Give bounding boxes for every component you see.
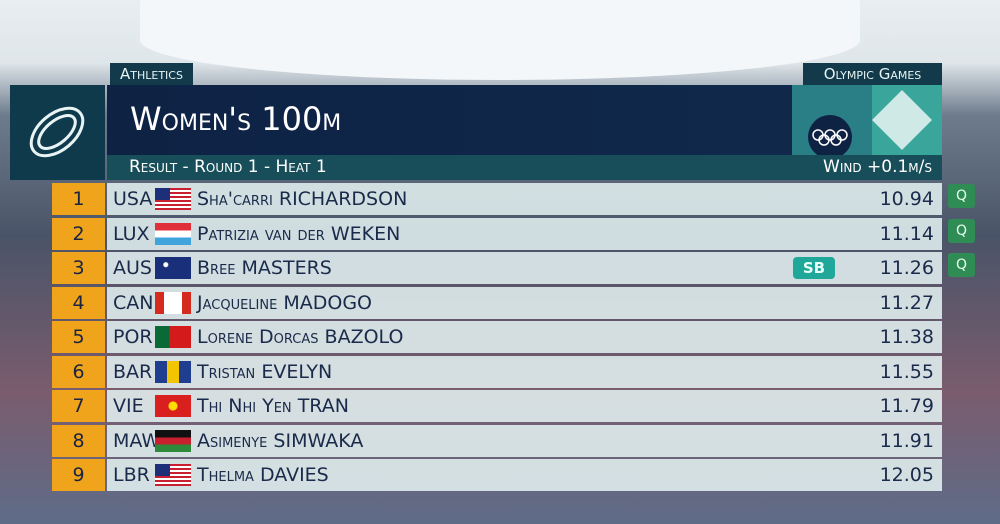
rank: 8 (52, 424, 105, 457)
country-code: LUX (113, 222, 150, 245)
athlete-name: Thelma DAVIES (197, 464, 329, 486)
rank: 2 (52, 217, 105, 250)
rank: 3 (52, 252, 105, 284)
athlete-name: Sha'carri RICHARDSON (197, 188, 408, 210)
country-code: AUS (113, 257, 152, 279)
flag (155, 360, 191, 383)
athlete-name: Bree MASTERS (197, 257, 332, 279)
sport-tab: Athletics (110, 63, 193, 85)
athlete-name: Asimenye SIMWAKA (197, 429, 364, 452)
flag-canton (155, 464, 170, 476)
country-code: CAN (113, 291, 154, 314)
athlete-name: Lorene Dorcas BAZOLO (197, 326, 404, 348)
flag-canton (155, 188, 170, 200)
time: 11.26 (879, 257, 934, 279)
flag (155, 464, 191, 486)
flag (155, 429, 191, 452)
result-row: MAW Asimenye SIMWAKA 11.91 (107, 424, 942, 457)
games-tab: Olympic Games (803, 63, 942, 85)
flag (155, 291, 191, 314)
qualified-badge: Q (948, 218, 975, 243)
flag (155, 395, 191, 417)
round: Result - Round 1 - Heat 1 (129, 157, 327, 177)
qualified-badge: Q (948, 184, 975, 208)
games-logo (792, 85, 942, 155)
country-code: BAR (113, 360, 153, 383)
time: 11.55 (879, 360, 934, 383)
time: 10.94 (879, 188, 934, 210)
season-best: SB (793, 257, 835, 279)
athlete-name: Tristan EVELYN (197, 360, 333, 383)
round-bar: Result - Round 1 - Heat 1 Wind +0.1m/s (107, 155, 942, 180)
rank: 4 (52, 286, 105, 319)
result-row: BAR Tristan EVELYN 11.55 (107, 355, 942, 388)
time: 11.14 (879, 222, 934, 245)
event-title: Women's 100m (130, 100, 342, 138)
background (140, 0, 860, 80)
result-row: LUX Patrizia van der WEKEN 11.14 (107, 217, 942, 250)
qualified-badge: Q (948, 253, 975, 277)
athlete-name: Jacqueline MADOGO (197, 291, 373, 314)
time: 11.79 (879, 395, 934, 417)
rank: 7 (52, 390, 105, 422)
result-row: LBR Thelma DAVIES 12.05 (107, 459, 942, 491)
time: 11.38 (879, 326, 934, 348)
country-code: USA (113, 188, 153, 210)
rank: 1 (52, 183, 105, 215)
country-code: VIE (113, 395, 144, 417)
flag (155, 257, 191, 279)
flag (155, 326, 191, 348)
result-row: CAN Jacqueline MADOGO 11.27 (107, 286, 942, 319)
rank: 5 (52, 321, 105, 353)
time: 11.91 (879, 429, 934, 452)
country-code: POR (113, 326, 153, 348)
flag (155, 188, 191, 210)
result-row: POR Lorene Dorcas BAZOLO 11.38 (107, 321, 942, 353)
time: 12.05 (879, 464, 934, 486)
result-row: AUS Bree MASTERS 11.26 SB (107, 252, 942, 284)
athlete-name: Thi Nhi Yen TRAN (197, 395, 349, 417)
country-code: LBR (113, 464, 150, 486)
country-code: MAW (113, 429, 161, 452)
rank: 9 (52, 459, 105, 491)
wind: Wind +0.1m/s (823, 157, 932, 177)
athlete-name: Patrizia van der WEKEN (197, 222, 401, 245)
result-row: USA Sha'carri RICHARDSON 10.94 (107, 183, 942, 215)
flag (155, 222, 191, 245)
emblem (10, 85, 105, 180)
title-band (107, 85, 942, 155)
time: 11.27 (879, 291, 934, 314)
emblem-icon (29, 106, 85, 158)
rank: 6 (52, 355, 105, 388)
result-row: VIE Thi Nhi Yen TRAN 11.79 (107, 390, 942, 422)
